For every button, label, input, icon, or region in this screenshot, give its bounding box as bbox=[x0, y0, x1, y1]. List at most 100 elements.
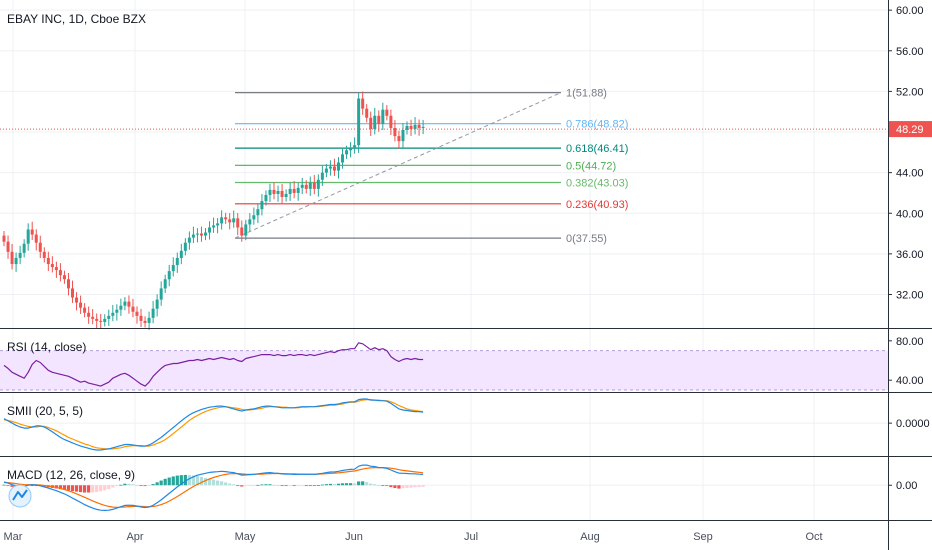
macd-histogram-bar bbox=[62, 485, 67, 490]
macd-histogram-bar bbox=[207, 478, 212, 486]
macd-histogram-bar bbox=[332, 484, 337, 486]
candle-body bbox=[373, 115, 377, 129]
macd-histogram-bar bbox=[195, 476, 200, 486]
candle-body bbox=[405, 125, 409, 130]
candle-body bbox=[2, 235, 6, 242]
macd-histogram-bar bbox=[163, 478, 167, 486]
x-tick-label: Sep bbox=[693, 531, 713, 543]
tradingview-logo-icon[interactable] bbox=[8, 484, 32, 508]
macd-histogram-bar bbox=[240, 485, 244, 487]
price-candles bbox=[2, 91, 425, 330]
candle-body bbox=[389, 115, 393, 128]
candle-body bbox=[58, 270, 62, 276]
candle-body bbox=[119, 305, 123, 310]
candle-body bbox=[155, 299, 159, 309]
candle-body bbox=[187, 237, 191, 243]
rsi-pane bbox=[0, 342, 888, 391]
candle-body bbox=[54, 267, 58, 271]
macd-histogram-bar bbox=[78, 485, 83, 493]
pane-titles: EBAY INC, 1D, Cboe BZX RSI (14, close) S… bbox=[7, 12, 146, 482]
macd-histogram-bar bbox=[34, 485, 38, 487]
candle-body bbox=[256, 209, 260, 216]
candle-body bbox=[357, 98, 361, 146]
time-axis[interactable]: Mar Apr May Jun Jul Aug Sep Oct bbox=[4, 531, 823, 543]
macd-histogram-bar bbox=[304, 485, 308, 487]
candle-body bbox=[268, 189, 272, 195]
candle-body bbox=[131, 306, 135, 312]
candle-body bbox=[167, 271, 171, 280]
fibonacci-retracement[interactable]: 1(51.88) 0.786(48.82) 0.618(46.41) 0.5(44.7… bbox=[234, 88, 628, 246]
candle-body bbox=[195, 233, 199, 235]
macd-histogram-bar bbox=[320, 484, 324, 486]
candle-body bbox=[111, 312, 115, 316]
macd-histogram-bar bbox=[220, 481, 224, 486]
candle-body bbox=[87, 312, 91, 317]
candle-body bbox=[276, 190, 280, 194]
x-tick-label: Mar bbox=[4, 531, 23, 543]
macd-histogram-bar bbox=[276, 485, 280, 486]
smii-line bbox=[3, 398, 424, 451]
candle-body bbox=[232, 218, 236, 223]
macd-histogram-bar bbox=[401, 485, 405, 489]
macd-histogram-bar bbox=[228, 483, 232, 486]
macd-histogram-bar bbox=[353, 483, 357, 486]
macd-histogram-bar bbox=[6, 485, 10, 487]
candle-body bbox=[244, 224, 248, 236]
indicator-tick-label: 0.00 bbox=[896, 480, 917, 492]
candle-body bbox=[220, 217, 224, 224]
macd-line bbox=[3, 464, 424, 511]
macd-histogram-bar bbox=[211, 479, 216, 486]
candle-body bbox=[381, 109, 385, 124]
macd-histogram-bar bbox=[103, 485, 107, 491]
macd-histogram-bar bbox=[127, 483, 131, 486]
candle-body bbox=[409, 125, 413, 129]
macd-histogram-bar bbox=[256, 484, 260, 486]
macd-histogram-bar bbox=[288, 485, 292, 487]
candle-body bbox=[216, 223, 220, 226]
macd-histogram-bar bbox=[324, 484, 328, 486]
macd-histogram-bar bbox=[224, 482, 228, 486]
macd-histogram-bar bbox=[183, 474, 187, 486]
candle-body bbox=[10, 251, 14, 265]
macd-histogram-bar bbox=[300, 485, 304, 487]
macd-histogram-bar bbox=[340, 483, 345, 486]
candle-body bbox=[413, 124, 417, 129]
macd-histogram-bar bbox=[179, 475, 183, 486]
candle-body bbox=[365, 108, 369, 118]
macd-histogram-bar bbox=[171, 476, 175, 486]
candle-body bbox=[252, 215, 256, 220]
fib-level-label: 1(51.88) bbox=[566, 88, 607, 100]
macd-histogram-bar bbox=[373, 484, 377, 486]
macd-histogram-bar bbox=[232, 484, 236, 486]
last-price-tag bbox=[889, 121, 932, 138]
macd-histogram-bar bbox=[381, 485, 385, 487]
macd-histogram-bar bbox=[369, 483, 373, 486]
macd-histogram-bar bbox=[268, 484, 272, 486]
x-tick-label: Apr bbox=[126, 531, 143, 543]
candle-body bbox=[151, 308, 155, 318]
candle-body bbox=[248, 219, 252, 225]
macd-histogram-bar bbox=[413, 485, 417, 488]
candle-body bbox=[34, 234, 38, 243]
fib-trend-line bbox=[234, 92, 562, 239]
candle-body bbox=[353, 145, 357, 149]
candle-body bbox=[332, 166, 336, 171]
candle-body bbox=[83, 307, 87, 313]
macd-histogram-bar bbox=[292, 485, 296, 487]
price-tick-label: 44.00 bbox=[896, 168, 924, 180]
macd-histogram-bar bbox=[151, 484, 155, 486]
rsi-line bbox=[3, 342, 424, 387]
macd-histogram-bar bbox=[417, 485, 421, 488]
macd-histogram-bar bbox=[10, 485, 14, 487]
macd-histogram-bar bbox=[95, 485, 99, 492]
fib-level-label: 0(37.55) bbox=[566, 233, 607, 245]
macd-histogram-bar bbox=[260, 484, 264, 486]
candle-body bbox=[288, 188, 292, 194]
macd-histogram-bar bbox=[58, 485, 63, 490]
candle-body bbox=[224, 217, 228, 220]
macd-histogram-bar bbox=[107, 485, 111, 490]
macd-histogram-bar bbox=[280, 485, 284, 487]
candle-body bbox=[135, 311, 139, 316]
macd-histogram-bar bbox=[328, 483, 333, 486]
candle-body bbox=[397, 136, 401, 142]
